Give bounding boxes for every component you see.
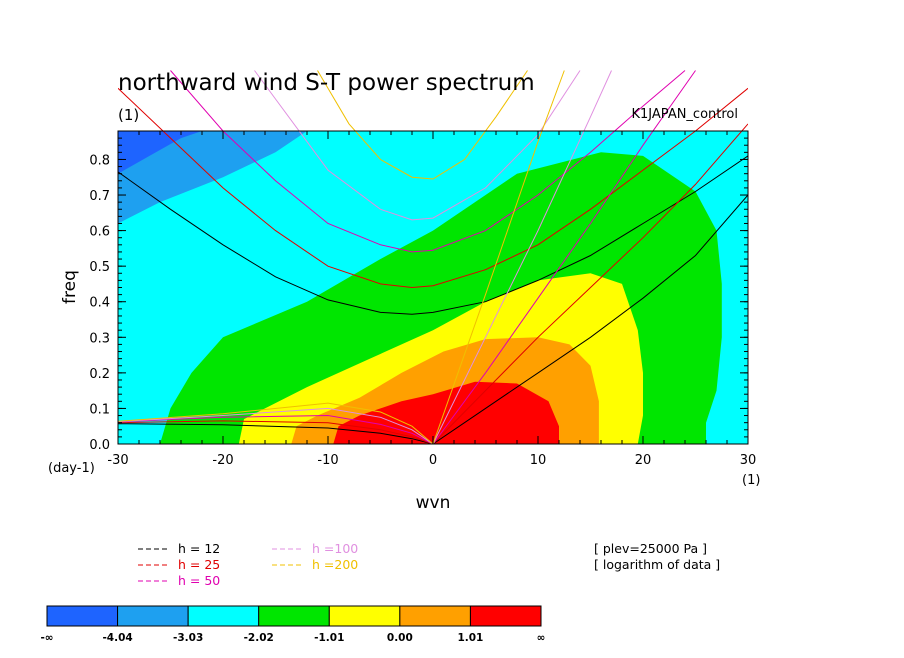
y-tick-label: 0.0: [89, 438, 110, 453]
y-tick-label: 0.1: [89, 402, 110, 417]
dispersion-curve-2-3: [118, 420, 434, 444]
dispersion-curve-2-2: [432, 123, 748, 444]
y-tick-label: 0.3: [89, 331, 110, 346]
colorbar-tick-label: 0.00: [387, 632, 413, 644]
colorbar-tick-label: -2.02: [244, 632, 274, 644]
dispersion-curve-5-1: [317, 70, 528, 180]
x-unit-label: (1): [742, 473, 760, 488]
x-tick-label: -30: [107, 453, 128, 468]
dispersion-line-layer: [118, 70, 748, 444]
colorbar-tick-label: -1.01: [314, 632, 344, 644]
dispersion-curve-3-1: [170, 70, 686, 253]
colorbar-segment: [187, 605, 260, 627]
dispersion-curve-2-1: [118, 87, 748, 289]
colorbar: -∞ -4.04 -3.03 -2.02 -1.01 0.00 1.01 ∞: [40, 605, 546, 644]
x-axis-label: wvn: [416, 493, 451, 513]
experiment-label: K1JAPAN_control: [632, 107, 738, 122]
note-plev: [ plev=25000 Pa ]: [594, 541, 707, 556]
axis-ticks: -30 -20 -10 0 10 20 30 0.0 0.1 0.2 0.3 0.4 0.5 0.6 0.7…: [89, 131, 756, 468]
chart-title: northward wind S-T power spectrum: [118, 70, 535, 96]
colorbar-tick-label: 1.01: [457, 632, 483, 644]
y-tick-label: 0.7: [89, 189, 110, 204]
chart-subtitle: (1): [118, 106, 139, 124]
y-tick-label: 0.6: [89, 225, 110, 240]
y-axis-label: freq: [60, 270, 80, 304]
colorbar-tick-label: -4.04: [102, 632, 132, 644]
colorbar-tick-label: -∞: [40, 632, 53, 644]
x-tick-label: 0: [429, 453, 437, 468]
colorbar-segment: [46, 605, 119, 627]
legend-label: h = 50: [178, 573, 220, 588]
colorbar-segment: [117, 605, 189, 627]
dispersion-curve-3-3: [118, 414, 434, 444]
y-tick-label: 0.8: [89, 153, 110, 168]
dispersion-curve-4-3: [118, 407, 434, 444]
legend-label: h = 25: [178, 557, 220, 572]
x-tick-label: 30: [740, 453, 757, 468]
colorbar-segment: [469, 605, 542, 627]
dispersion-curve-3-2: [432, 70, 696, 444]
colorbar-segment: [258, 605, 330, 627]
y-tick-label: 0.4: [89, 296, 110, 311]
dispersion-curve-1-2: [432, 194, 748, 444]
y-tick-label: 0.2: [89, 367, 110, 382]
colorbar-segment: [328, 605, 401, 627]
dispersion-curve-5-3: [118, 402, 434, 444]
legend-label: h =200: [312, 557, 358, 572]
y-unit-label: (day-1): [48, 461, 95, 476]
x-tick-label: 20: [635, 453, 652, 468]
note-logarithm: [ logarithm of data ]: [594, 557, 720, 572]
x-tick-label: -20: [212, 453, 233, 468]
dispersion-curve-1-3: [118, 423, 434, 444]
colorbar-segment: [399, 605, 471, 627]
legend-label: h =100: [312, 541, 358, 556]
dispersion-curve-1-1: [118, 155, 748, 315]
legend-label: h = 12: [178, 541, 220, 556]
x-tick-label: 10: [530, 453, 547, 468]
dispersion-curve-4-1: [254, 70, 581, 221]
y-tick-label: 0.5: [89, 260, 110, 275]
colorbar-tick-label: -3.03: [173, 632, 203, 644]
x-tick-label: -10: [317, 453, 338, 468]
contour-region-2: [118, 131, 202, 174]
dispersion-curve-4-2: [432, 70, 612, 444]
dispersion-curve-5-2: [432, 70, 565, 444]
colorbar-tick-label: ∞: [537, 632, 546, 644]
